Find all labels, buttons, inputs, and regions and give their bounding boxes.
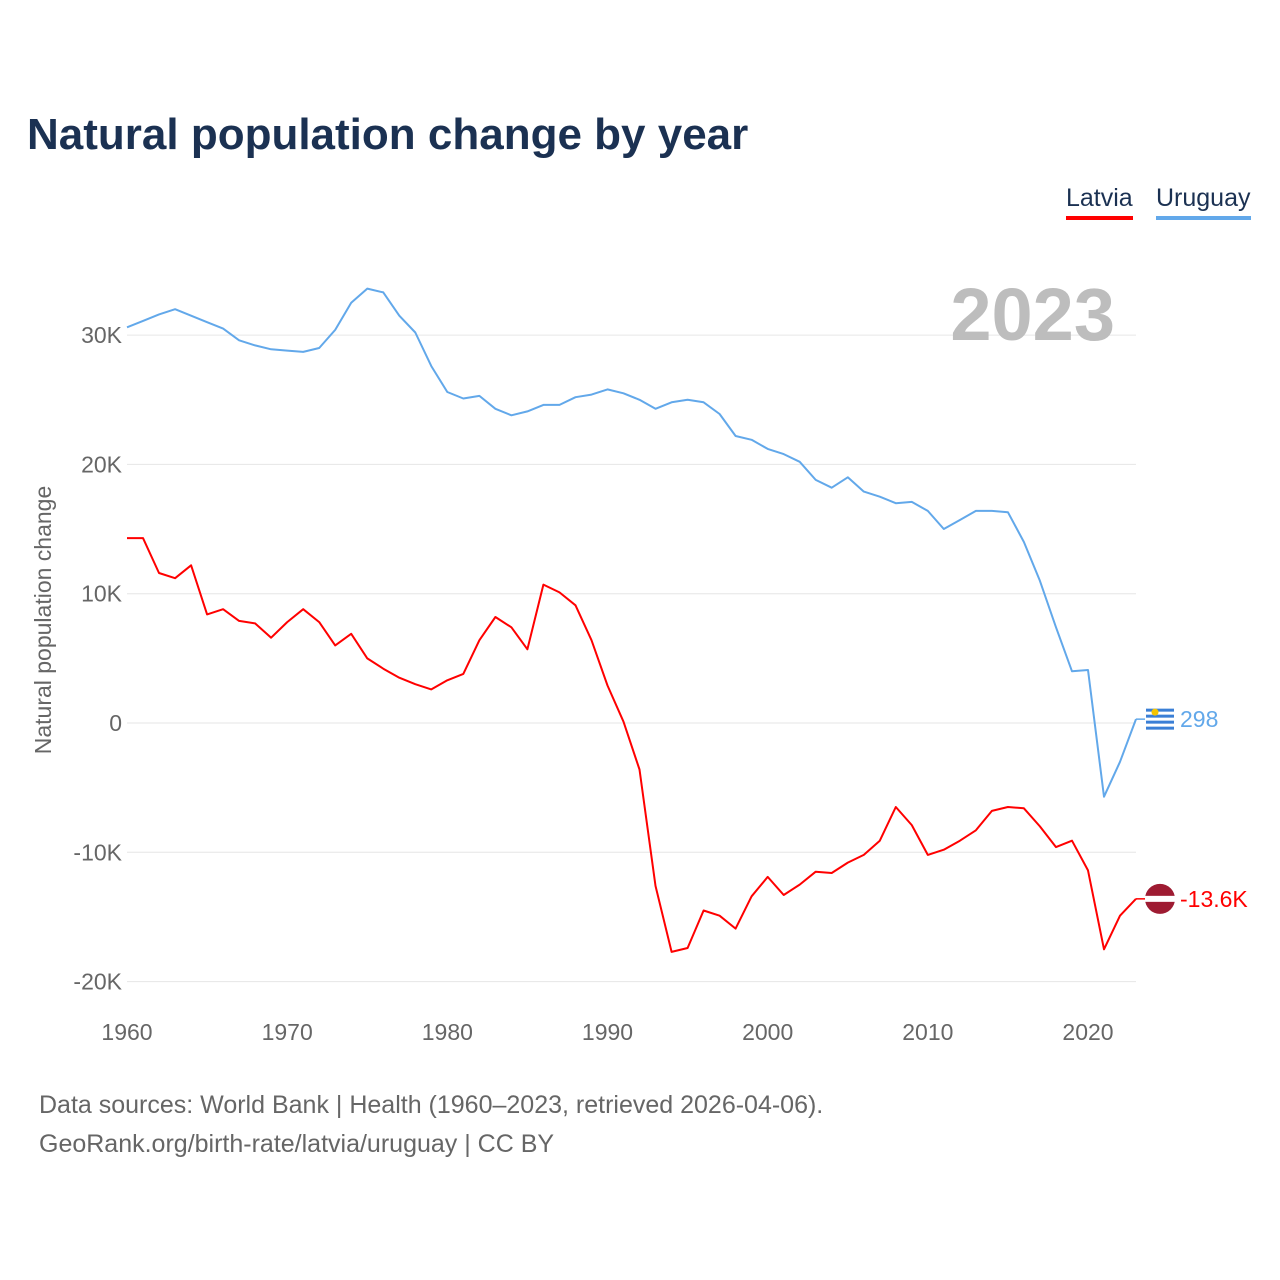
legend-uruguay[interactable]: Uruguay [1156,184,1251,220]
source-link[interactable]: GeoRank.org/birth-rate/latvia/uruguay | … [39,1130,555,1158]
y-tick-label: 30K [81,322,123,348]
flag-stripe [1146,720,1174,724]
flag-stripe [1145,895,1175,902]
data-source: Data sources: World Bank | Health (1960–… [39,1091,824,1119]
y-tick-label: -20K [73,969,122,995]
year-watermark: 2023 [950,273,1115,356]
x-tick-label: 2000 [742,1019,793,1045]
flag-uruguay-icon [1145,704,1175,735]
x-tick-label: 1990 [582,1019,633,1045]
flag-latvia-icon [1145,883,1175,914]
y-tick-label: 10K [81,581,123,607]
flag-sun [1151,708,1159,716]
flag-stripe [1146,714,1174,718]
end-label-uruguay: 298 [1180,706,1218,732]
flag-stripe [1146,708,1174,712]
x-tick-label: 1970 [262,1019,313,1045]
footer: Data sources: World Bank | Health (1960–… [39,1086,823,1164]
x-tick-label: 2020 [1062,1019,1113,1045]
series-line-uruguay [126,287,1137,798]
flag-stripe [1146,726,1174,730]
end-label-latvia: -13.6K [1180,886,1248,912]
y-tick-label: -10K [73,839,122,865]
chart-title: Natural population change by year [27,110,749,159]
y-tick-label: 0 [109,710,122,736]
x-tick-label: 2010 [902,1019,953,1045]
x-tick-label: 1980 [422,1019,473,1045]
series-line-latvia [127,537,1137,953]
y-tick-label: 20K [81,451,123,477]
x-tick-label: 1960 [101,1019,152,1045]
legend-latvia[interactable]: Latvia [1066,184,1133,220]
y-axis-label: Natural population change [30,486,56,755]
